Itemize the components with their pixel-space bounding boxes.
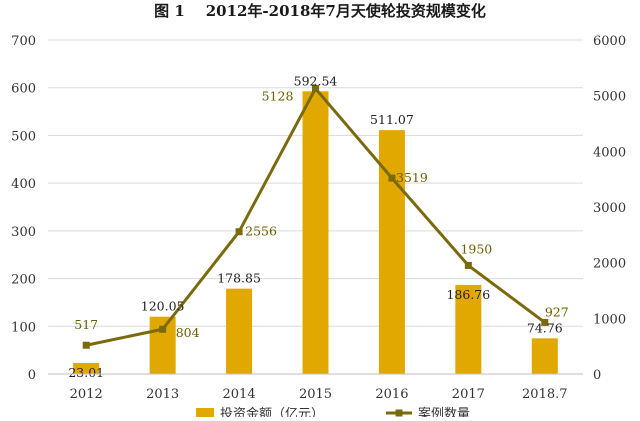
bar-data-label: 178.85 <box>217 271 261 286</box>
y-right-tick-label: 3000 <box>593 201 626 216</box>
y-left-tick-label: 200 <box>11 273 36 288</box>
bar-data-label: 511.07 <box>370 112 414 127</box>
line-point <box>312 85 319 93</box>
bar <box>531 338 558 374</box>
line-point <box>235 228 243 236</box>
line-data-label: 927 <box>545 304 569 319</box>
bar <box>73 363 100 374</box>
bar-layer <box>73 91 558 374</box>
legend-swatch-bar <box>196 408 214 418</box>
legend-label-line: 案例数量 <box>418 407 470 417</box>
line-point <box>82 341 90 349</box>
line-point <box>388 174 396 182</box>
bar <box>455 284 482 374</box>
line-point <box>159 325 167 333</box>
x-tick-label: 2015 <box>299 387 332 402</box>
y-left-tick-label: 300 <box>11 225 36 240</box>
x-tick-label: 2012 <box>70 387 103 402</box>
line-data-label: 1950 <box>460 241 492 256</box>
bar-data-label: 74.76 <box>527 320 563 335</box>
y-right-tick-label: 6000 <box>593 34 626 49</box>
bar <box>302 91 329 374</box>
y-left-tick-label: 100 <box>11 320 36 335</box>
axis-layer: 0 100 200 300 400 500 600 700 0 1000 2000 3000 4000 5… <box>11 34 626 402</box>
x-tick-label: 2016 <box>375 387 408 402</box>
line-point <box>464 261 472 269</box>
bar-data-label: 592.54 <box>294 73 338 88</box>
line-data-label: 3519 <box>396 170 428 185</box>
y-left-tick-label: 700 <box>11 34 36 49</box>
y-right-tick-label: 4000 <box>593 145 626 160</box>
line-data-label: 804 <box>176 325 200 340</box>
line-layer <box>82 85 549 349</box>
x-tick-label: 2013 <box>146 387 179 402</box>
x-tick-label: 2017 <box>452 387 485 402</box>
y-left-tick-label: 600 <box>11 82 36 97</box>
line-point <box>541 318 549 326</box>
y-left-tick-label: 0 <box>28 368 36 383</box>
x-tick-label: 2014 <box>223 387 256 402</box>
y-left-tick-label: 500 <box>11 129 36 144</box>
bar-data-label: 186.76 <box>446 287 490 302</box>
y-right-tick-label: 1000 <box>593 312 626 327</box>
bar <box>149 316 176 374</box>
line-data-label: 2556 <box>245 224 277 239</box>
chart-title: 图 1 2012年-2018年7月天使轮投资规模变化 <box>154 2 486 20</box>
y-left-tick-label: 400 <box>11 177 36 192</box>
y-right-tick-label: 5000 <box>593 90 626 105</box>
legend-layer: 投资金额（亿元） 案例数量 <box>196 406 470 421</box>
bar <box>378 130 405 374</box>
y-right-tick-label: 0 <box>593 368 601 383</box>
y-right-tick-label: 2000 <box>593 257 626 272</box>
bar <box>226 288 253 374</box>
line-data-label: 5128 <box>262 89 294 104</box>
line-data-label: 517 <box>74 317 98 332</box>
bar-data-label: 23.01 <box>68 365 104 380</box>
legend-label-bar: 投资金额（亿元） <box>220 406 324 417</box>
legend-swatch-marker <box>395 409 403 417</box>
bar-data-label: 120.05 <box>141 299 185 314</box>
x-tick-label: 2018.7 <box>522 387 568 402</box>
label-layer: 23.01 120.05 178.85 592.54 511.07 186.76 74.76… <box>68 73 568 380</box>
